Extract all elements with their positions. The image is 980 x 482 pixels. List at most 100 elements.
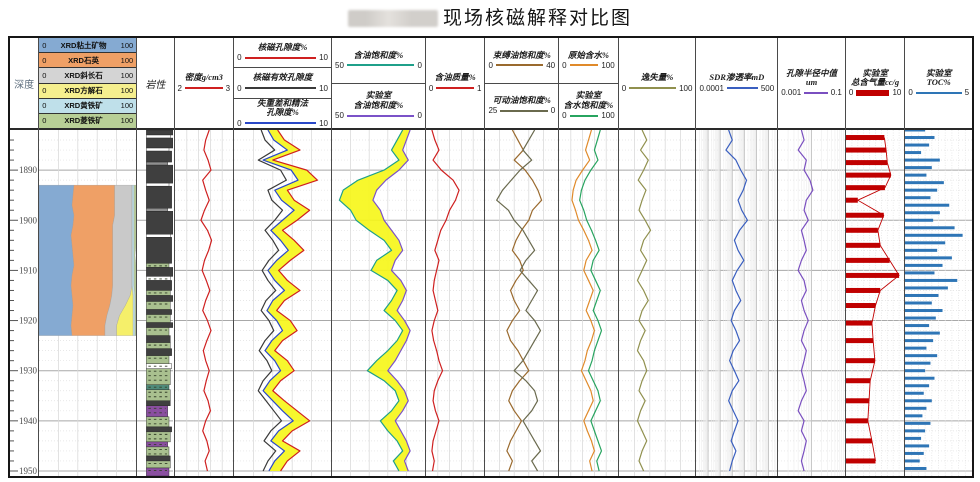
scale-line — [436, 87, 474, 90]
curve-header-row: 实验室 含油饱和度% 50 0 — [332, 82, 425, 129]
track-body-loss — [618, 130, 696, 476]
track-body-water — [559, 130, 618, 476]
track-header-toc: 实验室 TOC% 0 5 — [905, 38, 973, 130]
curve-label: 实验室 总含气量cc/g — [851, 67, 900, 87]
xrd-header-row: 0 XRD粘土矿物 100 — [39, 38, 137, 54]
xrd-mineral-label: XRD粘土矿物 — [60, 40, 107, 50]
track-header-boundoil: 束缚油饱和度% 0 40 可动油饱和度% 25 0 — [485, 38, 559, 130]
curve-scale: 0 100 — [559, 61, 618, 70]
track-lith: 岩性 — [137, 38, 175, 476]
track-body-xrd — [39, 130, 137, 476]
scale-min: 2 — [177, 83, 182, 93]
curve-header-row: 失重差和精法 孔隙度% 0 10 — [234, 97, 332, 128]
scale-max: 100 — [601, 111, 615, 121]
depth-axis-label: 深度 — [14, 79, 35, 91]
curve-header-row: SDR渗透率mD 0.0001 500 — [696, 38, 777, 128]
title-bar: 现场核磁解释对比图 — [0, 3, 980, 30]
scale-max: 10 — [319, 53, 329, 63]
track-density: 密度g/cm3 2 3 — [174, 38, 235, 476]
curve-label: 可动油饱和度% — [492, 95, 551, 106]
scale-max: 5 — [964, 88, 970, 98]
curve-scale: 0 40 — [485, 61, 558, 70]
track-header-loss: 逸失量% 0 100 — [618, 38, 696, 130]
track-water: 原始含水% 0 100 实验室 含水饱和度% 0 100 — [559, 38, 619, 476]
svg-text:1940: 1940 — [19, 416, 38, 426]
track-header-porosity: 核磁孔隙度% 0 10 核磁有效孔隙度 0 10 失重差和精法 孔隙度% 0 10 — [234, 38, 332, 130]
xrd-header-row: 0 XRD石英 100 — [39, 53, 137, 69]
scale-line — [184, 87, 223, 90]
scale-min: 0 — [562, 60, 567, 70]
track-header-sdr: SDR渗透率mD 0.0001 500 — [696, 38, 778, 130]
scale-line — [804, 91, 828, 94]
curve-label: 密度g/cm3 — [184, 72, 223, 83]
svg-text:1930: 1930 — [19, 366, 38, 376]
toc-plot — [905, 130, 973, 476]
xrd-header-row: 0 XRD方解石 100 — [39, 83, 137, 99]
scale-max: 100 — [679, 83, 693, 93]
scale-min: 0 — [42, 40, 47, 50]
scale-min: 50 — [335, 60, 344, 70]
scale-line — [569, 64, 599, 67]
water-plot — [559, 130, 618, 476]
track-body-pore — [778, 130, 845, 476]
scale-line — [346, 114, 415, 117]
xrd-header-row: 0 XRD菱铁矿 100 — [39, 113, 137, 128]
lith-plot — [137, 130, 174, 476]
curve-label: 束缚油饱和度% — [492, 49, 551, 60]
curve-label: 含油饱和度% — [353, 49, 404, 60]
xrd-mineral-label: XRD菱铁矿 — [64, 116, 103, 126]
svg-text:1900: 1900 — [19, 215, 38, 225]
scale-max: 100 — [120, 55, 134, 65]
track-header-lith: 岩性 — [137, 38, 174, 130]
density-plot — [174, 130, 234, 476]
scale-max: 100 — [120, 70, 134, 80]
track-header-water: 原始含水% 0 100 实验室 含水饱和度% 0 100 — [559, 38, 618, 130]
scale-max: 0 — [550, 106, 556, 116]
curve-label: 核磁有效孔隙度 — [252, 72, 313, 83]
track-body-gas — [845, 130, 905, 476]
depth-plot: 1890 1900 1910 1920 1930 1940 1950 — [10, 139, 38, 476]
curve-header-row: 核磁有效孔隙度 0 10 — [234, 67, 332, 97]
scale-min: 25 — [488, 106, 498, 116]
scale-min: 0 — [237, 83, 242, 93]
track-body-depth: 1890 1900 1910 1920 1930 1940 1950 — [10, 130, 39, 476]
curve-label: 核磁孔隙度% — [257, 41, 308, 52]
scale-line — [500, 109, 548, 112]
track-body-porosity — [234, 130, 332, 476]
scale-min: 0 — [42, 86, 47, 96]
curve-scale: 0 100 — [559, 111, 618, 120]
scale-max: 100 — [120, 86, 134, 96]
xrd-mineral-label: XRD黄铁矿 — [64, 101, 103, 111]
scale-line — [244, 122, 317, 125]
scale-line — [495, 64, 544, 67]
track-header-oilmass: 含油质量% 0 1 — [425, 38, 485, 130]
track-body-density — [174, 130, 234, 476]
pore-plot — [778, 130, 845, 476]
curve-scale: 0 100 — [619, 84, 696, 93]
curve-scale: 0 10 — [234, 84, 331, 93]
sdr-plot — [696, 130, 778, 476]
curve-header-row: 实验室 含水饱和度% 0 100 — [559, 82, 618, 129]
curve-label: 含油质量% — [434, 72, 476, 83]
curve-label: 失重差和精法 孔隙度% — [257, 97, 309, 118]
track-body-oilsat — [332, 130, 425, 476]
track-sdr: SDR渗透率mD 0.0001 500 — [696, 38, 779, 476]
scale-max: 100 — [120, 116, 134, 126]
xrd-mineral-label: XRD石英 — [68, 55, 99, 65]
track-body-sdr — [696, 130, 778, 476]
curve-label: 逸失量% — [640, 72, 674, 83]
gas-plot — [845, 130, 905, 476]
scale-min: 0 — [488, 60, 493, 70]
curve-header-row: 实验室 TOC% 0 5 — [905, 38, 972, 128]
scale-line — [244, 56, 317, 59]
curve-label: 实验室 含油饱和度% — [353, 90, 404, 110]
curve-header-row: 原始含水% 0 100 — [559, 38, 618, 83]
curve-label: 实验室 含水饱和度% — [563, 90, 614, 110]
track-body-boundoil — [485, 130, 559, 476]
curve-header-row: 含油质量% 0 1 — [426, 38, 485, 128]
xrd-mineral-label: XRD方解石 — [64, 86, 103, 96]
track-porosity: 核磁孔隙度% 0 10 核磁有效孔隙度 0 10 失重差和精法 孔隙度% 0 10 — [234, 38, 333, 476]
scale-min: 0 — [42, 116, 47, 126]
